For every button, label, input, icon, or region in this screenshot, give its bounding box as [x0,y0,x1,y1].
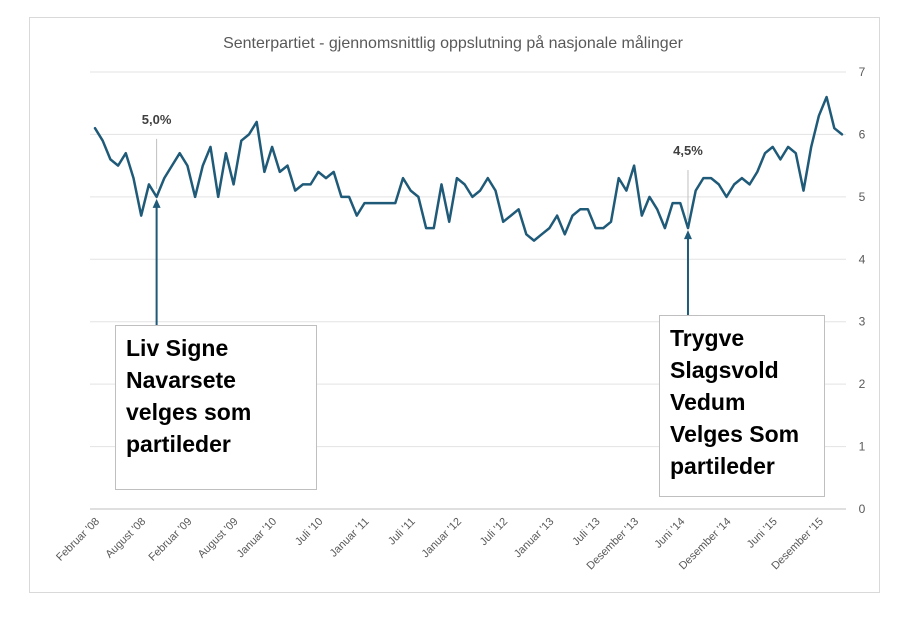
x-tick-label: Juni '15 [745,516,780,551]
chart-title: Senterpartiet - gjennomsnittlig oppslutn… [223,34,684,52]
y-tick-label: 1 [859,440,866,454]
y-tick-label: 6 [859,127,866,141]
data-label: 5,0% [142,112,172,127]
x-tick-label: Juni '14 [652,516,687,551]
series-line [93,95,844,242]
y-axis-ticks: 0 1 2 3 4 5 6 7 [859,65,866,516]
data-label: 4,5% [673,143,703,158]
x-tick-label: Juli '10 [293,516,325,548]
x-tick-label: August '08 [103,516,148,561]
y-tick-label: 2 [859,377,866,391]
chart-frame [29,17,880,593]
annotation-box-navarsete: Liv Signe Navarsete velges som partilede… [115,325,317,490]
annotation-arrowhead [683,230,692,240]
annotation-arrowhead [152,198,161,208]
y-tick-label: 0 [859,502,866,516]
y-tick-label: 5 [859,190,866,204]
annotation-layer: 5,0% 4,5% [142,112,703,326]
x-tick-label: Januar '13 [512,516,557,561]
x-tick-label: Februar '09 [147,516,195,564]
y-tick-label: 4 [859,252,866,266]
x-tick-label: Januar '11 [328,516,372,560]
x-tick-label: Juli '11 [386,516,418,548]
x-tick-label: August '09 [196,516,241,561]
x-tick-label: Februar '08 [54,516,102,564]
y-tick-label: 3 [859,315,866,329]
x-tick-label: Januar '12 [419,516,464,561]
x-tick-label: Juli '13 [570,516,602,548]
annotation-box-vedum: Trygve Slagsvold Vedum Velges Som partil… [659,315,825,497]
x-tick-label: Juli '12 [478,516,510,548]
x-tick-label: Januar '10 [235,516,280,561]
y-tick-label: 7 [859,65,866,79]
series-layer [93,95,844,242]
